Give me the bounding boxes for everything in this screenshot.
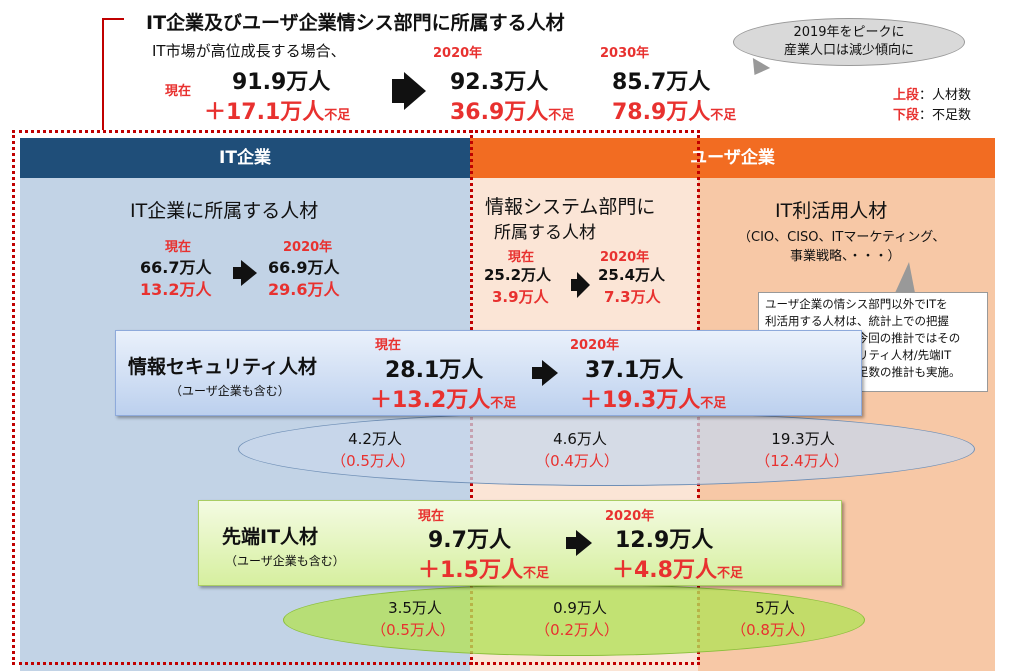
security-2020-shortage: ＋19.3万人不足 [580,388,727,413]
speech-bubble: 2019年をピークに 産業人口は減少傾向に [733,18,965,66]
advanced-2020-count: 12.9万人 [615,528,714,553]
y2030-count: 85.7万人 [612,70,711,95]
subtitle: IT市場が高位成長する場合、 [152,42,346,60]
now-shortage: ＋17.1万人不足 [204,100,351,125]
now-count: 91.9万人 [232,70,331,95]
it-2020-count: 66.9万人 [268,258,340,277]
advanced-2020-shortage: ＋4.8万人不足 [612,558,743,583]
bubble-tail [745,57,771,81]
sys-label-2020: 2020年 [600,250,650,265]
it-label-now: 現在 [165,240,192,255]
y2020-shortage: 36.9万人不足 [450,100,575,125]
advanced-title: 先端IT人材 [222,526,319,548]
security-label-2020: 2020年 [570,338,620,353]
sys-2020-count: 25.4万人 [598,266,666,284]
sys-section-title-2: 所属する人材 [494,223,596,243]
security-title: 情報セキュリティ人材 [128,356,317,378]
sys-now-count: 25.2万人 [484,266,552,284]
page-title: IT企業及びユーザ企業情シス部門に所属する人材 [146,12,565,34]
security-it-count: 4.2万人 [348,430,402,448]
label-now: 現在 [165,84,192,99]
security-use-count: 19.3万人 [771,430,835,448]
security-sys-shortage: （0.4万人） [535,452,619,470]
security-2020-count: 37.1万人 [585,358,684,383]
advanced-use-shortage: （0.8万人） [731,621,815,639]
security-note: （ユーザ企業も含む） [170,384,290,398]
advanced-label-2020: 2020年 [605,509,655,524]
use-section-sub-1: （CIO、CISO、ITマーケティング、 [738,230,946,245]
title-bracket-line [102,18,124,20]
it-2020-shortage: 29.6万人 [268,280,340,299]
security-sys-count: 4.6万人 [553,430,607,448]
security-talent-box [115,330,862,416]
it-section-title: IT企業に所属する人材 [130,200,319,222]
label-2020: 2020年 [433,46,483,61]
advanced-sys-shortage: （0.2万人） [535,621,619,639]
advanced-sys-count: 0.9万人 [553,599,607,617]
security-label-now: 現在 [375,338,402,353]
security-use-shortage: （12.4万人） [755,452,849,470]
user-company-header: ユーザ企業 [470,138,995,178]
use-section-title: IT利活用人材 [775,200,888,222]
security-now-count: 28.1万人 [385,358,484,383]
y2030-shortage: 78.9万人不足 [612,100,737,125]
it-company-header: IT企業 [20,138,470,178]
advanced-now-shortage: ＋1.5万人不足 [418,558,549,583]
it-now-count: 66.7万人 [140,258,212,277]
security-it-shortage: （0.5万人） [331,452,415,470]
advanced-note: （ユーザ企業も含む） [225,554,345,568]
security-now-shortage: ＋13.2万人不足 [370,388,517,413]
callout-tail [895,262,915,293]
sys-2020-shortage: 7.3万人 [604,288,661,306]
it-label-2020: 2020年 [283,240,333,255]
legend: 上段：人材数 下段：不足数 [893,88,972,123]
label-2030: 2030年 [600,46,650,61]
sys-section-title: 情報システム部門に [485,196,656,218]
advanced-it-talent-box [198,500,842,586]
sys-label-now: 現在 [508,250,535,265]
sys-now-shortage: 3.9万人 [492,288,549,306]
use-section-sub-2: 事業戦略、・・・） [790,249,901,264]
advanced-use-count: 5万人 [755,599,795,617]
advanced-it-shortage: （0.5万人） [371,621,455,639]
advanced-label-now: 現在 [418,509,445,524]
title-bracket-vertical [102,18,104,130]
y2020-count: 92.3万人 [450,70,549,95]
advanced-now-count: 9.7万人 [428,528,511,553]
security-breakdown-ellipse [238,412,975,486]
it-now-shortage: 13.2万人 [140,280,212,299]
advanced-it-count: 3.5万人 [388,599,442,617]
